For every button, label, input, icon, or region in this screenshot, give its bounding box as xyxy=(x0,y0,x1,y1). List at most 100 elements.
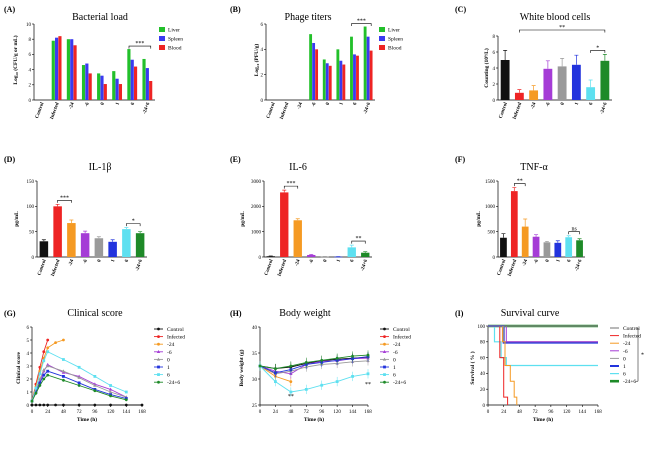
y-tick-label: 0 xyxy=(261,99,264,104)
x-category-label: 6 xyxy=(125,259,131,264)
bar-infected xyxy=(515,93,524,100)
bar-blood-6 xyxy=(134,67,137,100)
legend-label: 1 xyxy=(623,364,626,370)
x-category-label: 0 xyxy=(100,102,106,107)
bar-spleen-0 xyxy=(326,63,329,100)
y-axis-label: Log₁₀ (CFU/g or mL) xyxy=(12,35,19,84)
bar-6 xyxy=(586,87,595,100)
data-point-24plus6 xyxy=(93,389,96,392)
y-tick-label: 5 xyxy=(27,339,30,344)
error-bar-24 xyxy=(69,220,73,223)
x-category-label: -24+6 xyxy=(363,102,372,115)
x-tick-label: 120 xyxy=(563,410,571,415)
legend-label: -6 xyxy=(623,349,628,355)
x-tick-label: 72 xyxy=(304,410,310,415)
bar-spleen-6 xyxy=(353,54,356,100)
error-bar-24 xyxy=(523,219,527,227)
bar-liver-infected xyxy=(52,41,55,100)
panel-label: (F) xyxy=(455,155,466,164)
bar-1 xyxy=(108,242,117,257)
y-tick-label: 25 xyxy=(252,404,258,409)
legend-marker-1 xyxy=(157,366,160,369)
legend-label: 6 xyxy=(623,372,626,378)
x-tick-label: 24 xyxy=(501,410,507,415)
x-axis-label: Time (h) xyxy=(533,416,553,423)
x-tick-label: 120 xyxy=(107,410,115,415)
error-bar-24plus6 xyxy=(578,239,582,241)
x-category-label: -24 xyxy=(531,102,538,110)
legend-label: Infected xyxy=(623,333,641,340)
y-tick-label: 4 xyxy=(29,68,32,73)
bar-spleen-1 xyxy=(339,61,342,100)
x-category-label: 1 xyxy=(111,259,117,264)
y-tick-label: 4 xyxy=(261,48,264,53)
x-tick-label: 0 xyxy=(487,410,490,415)
bar-liver-24plus6 xyxy=(364,27,367,100)
data-point-24 xyxy=(62,339,65,342)
bar-liver-6 xyxy=(309,34,312,100)
chart-title: Survival curve xyxy=(501,308,560,319)
error-bar-24plus6 xyxy=(363,252,367,253)
bar-liver-1 xyxy=(336,49,339,100)
y-tick-label: 35 xyxy=(252,352,258,357)
y-tick-label: 0 xyxy=(32,256,35,261)
series-line-1 xyxy=(488,326,598,343)
legend-label: Blood xyxy=(388,46,402,52)
legend-label: 1 xyxy=(167,365,170,371)
legend-marker-control xyxy=(157,328,160,331)
x-category-label: -24 xyxy=(68,259,75,267)
y-tick-label: 80 xyxy=(480,341,486,346)
series-line-24plus6 xyxy=(32,375,126,401)
y-tick-label: 0 xyxy=(483,404,486,409)
legend-marker-24 xyxy=(383,343,386,346)
bar-24 xyxy=(522,227,529,257)
x-category-label: -6 xyxy=(534,259,540,265)
y-tick-label: 2000 xyxy=(251,205,262,210)
x-category-label: -6 xyxy=(546,102,552,108)
x-category-label: Control xyxy=(499,101,510,119)
data-point-control xyxy=(125,404,128,407)
x-category-label: 0 xyxy=(323,259,329,264)
x-category-label: 0 xyxy=(560,102,566,107)
x-tick-label: 72 xyxy=(533,410,539,415)
legend-label: Control xyxy=(393,327,410,333)
bar-1 xyxy=(572,65,581,100)
significance-label: *** xyxy=(60,195,69,201)
bar-spleen-24plus6 xyxy=(146,68,149,100)
x-category-label: -24 xyxy=(522,259,529,267)
panel-label: (B) xyxy=(230,5,241,14)
y-tick-label: 60 xyxy=(480,356,486,361)
significance-label: ** xyxy=(288,394,294,400)
data-point-24plus6 xyxy=(109,395,112,398)
bar-blood-6 xyxy=(315,49,318,100)
data-point-control xyxy=(35,404,38,407)
x-category-label: 1 xyxy=(575,102,581,107)
y-tick-label: 2 xyxy=(27,378,30,383)
data-point-24plus6 xyxy=(38,384,41,387)
legend-label: -24 xyxy=(623,341,631,347)
data-point-control xyxy=(54,404,57,407)
y-tick-label: 0 xyxy=(29,99,32,104)
data-point-24plus6 xyxy=(31,400,34,403)
x-axis-label: Time (h) xyxy=(304,416,324,423)
x-category-label: -24 xyxy=(297,102,304,110)
bar-0 xyxy=(95,238,104,257)
x-tick-label: 48 xyxy=(517,410,523,415)
legend-marker-infected xyxy=(157,335,160,338)
y-tick-label: 100 xyxy=(478,325,486,330)
y-tick-label: 3 xyxy=(27,365,30,370)
error-bar-control xyxy=(501,234,505,238)
y-tick-label: 1 xyxy=(27,391,30,396)
bar-24 xyxy=(529,90,538,100)
y-tick-label: 40 xyxy=(252,326,258,331)
significance-label: ** xyxy=(365,382,371,388)
data-point-control xyxy=(62,404,65,407)
legend-swatch-blood xyxy=(159,45,165,50)
bar-infected xyxy=(53,206,62,257)
legend-marker-infected xyxy=(383,335,386,338)
error-bar-infected xyxy=(282,190,286,192)
significance-label: ** xyxy=(517,179,523,185)
data-point-infected xyxy=(42,350,45,353)
